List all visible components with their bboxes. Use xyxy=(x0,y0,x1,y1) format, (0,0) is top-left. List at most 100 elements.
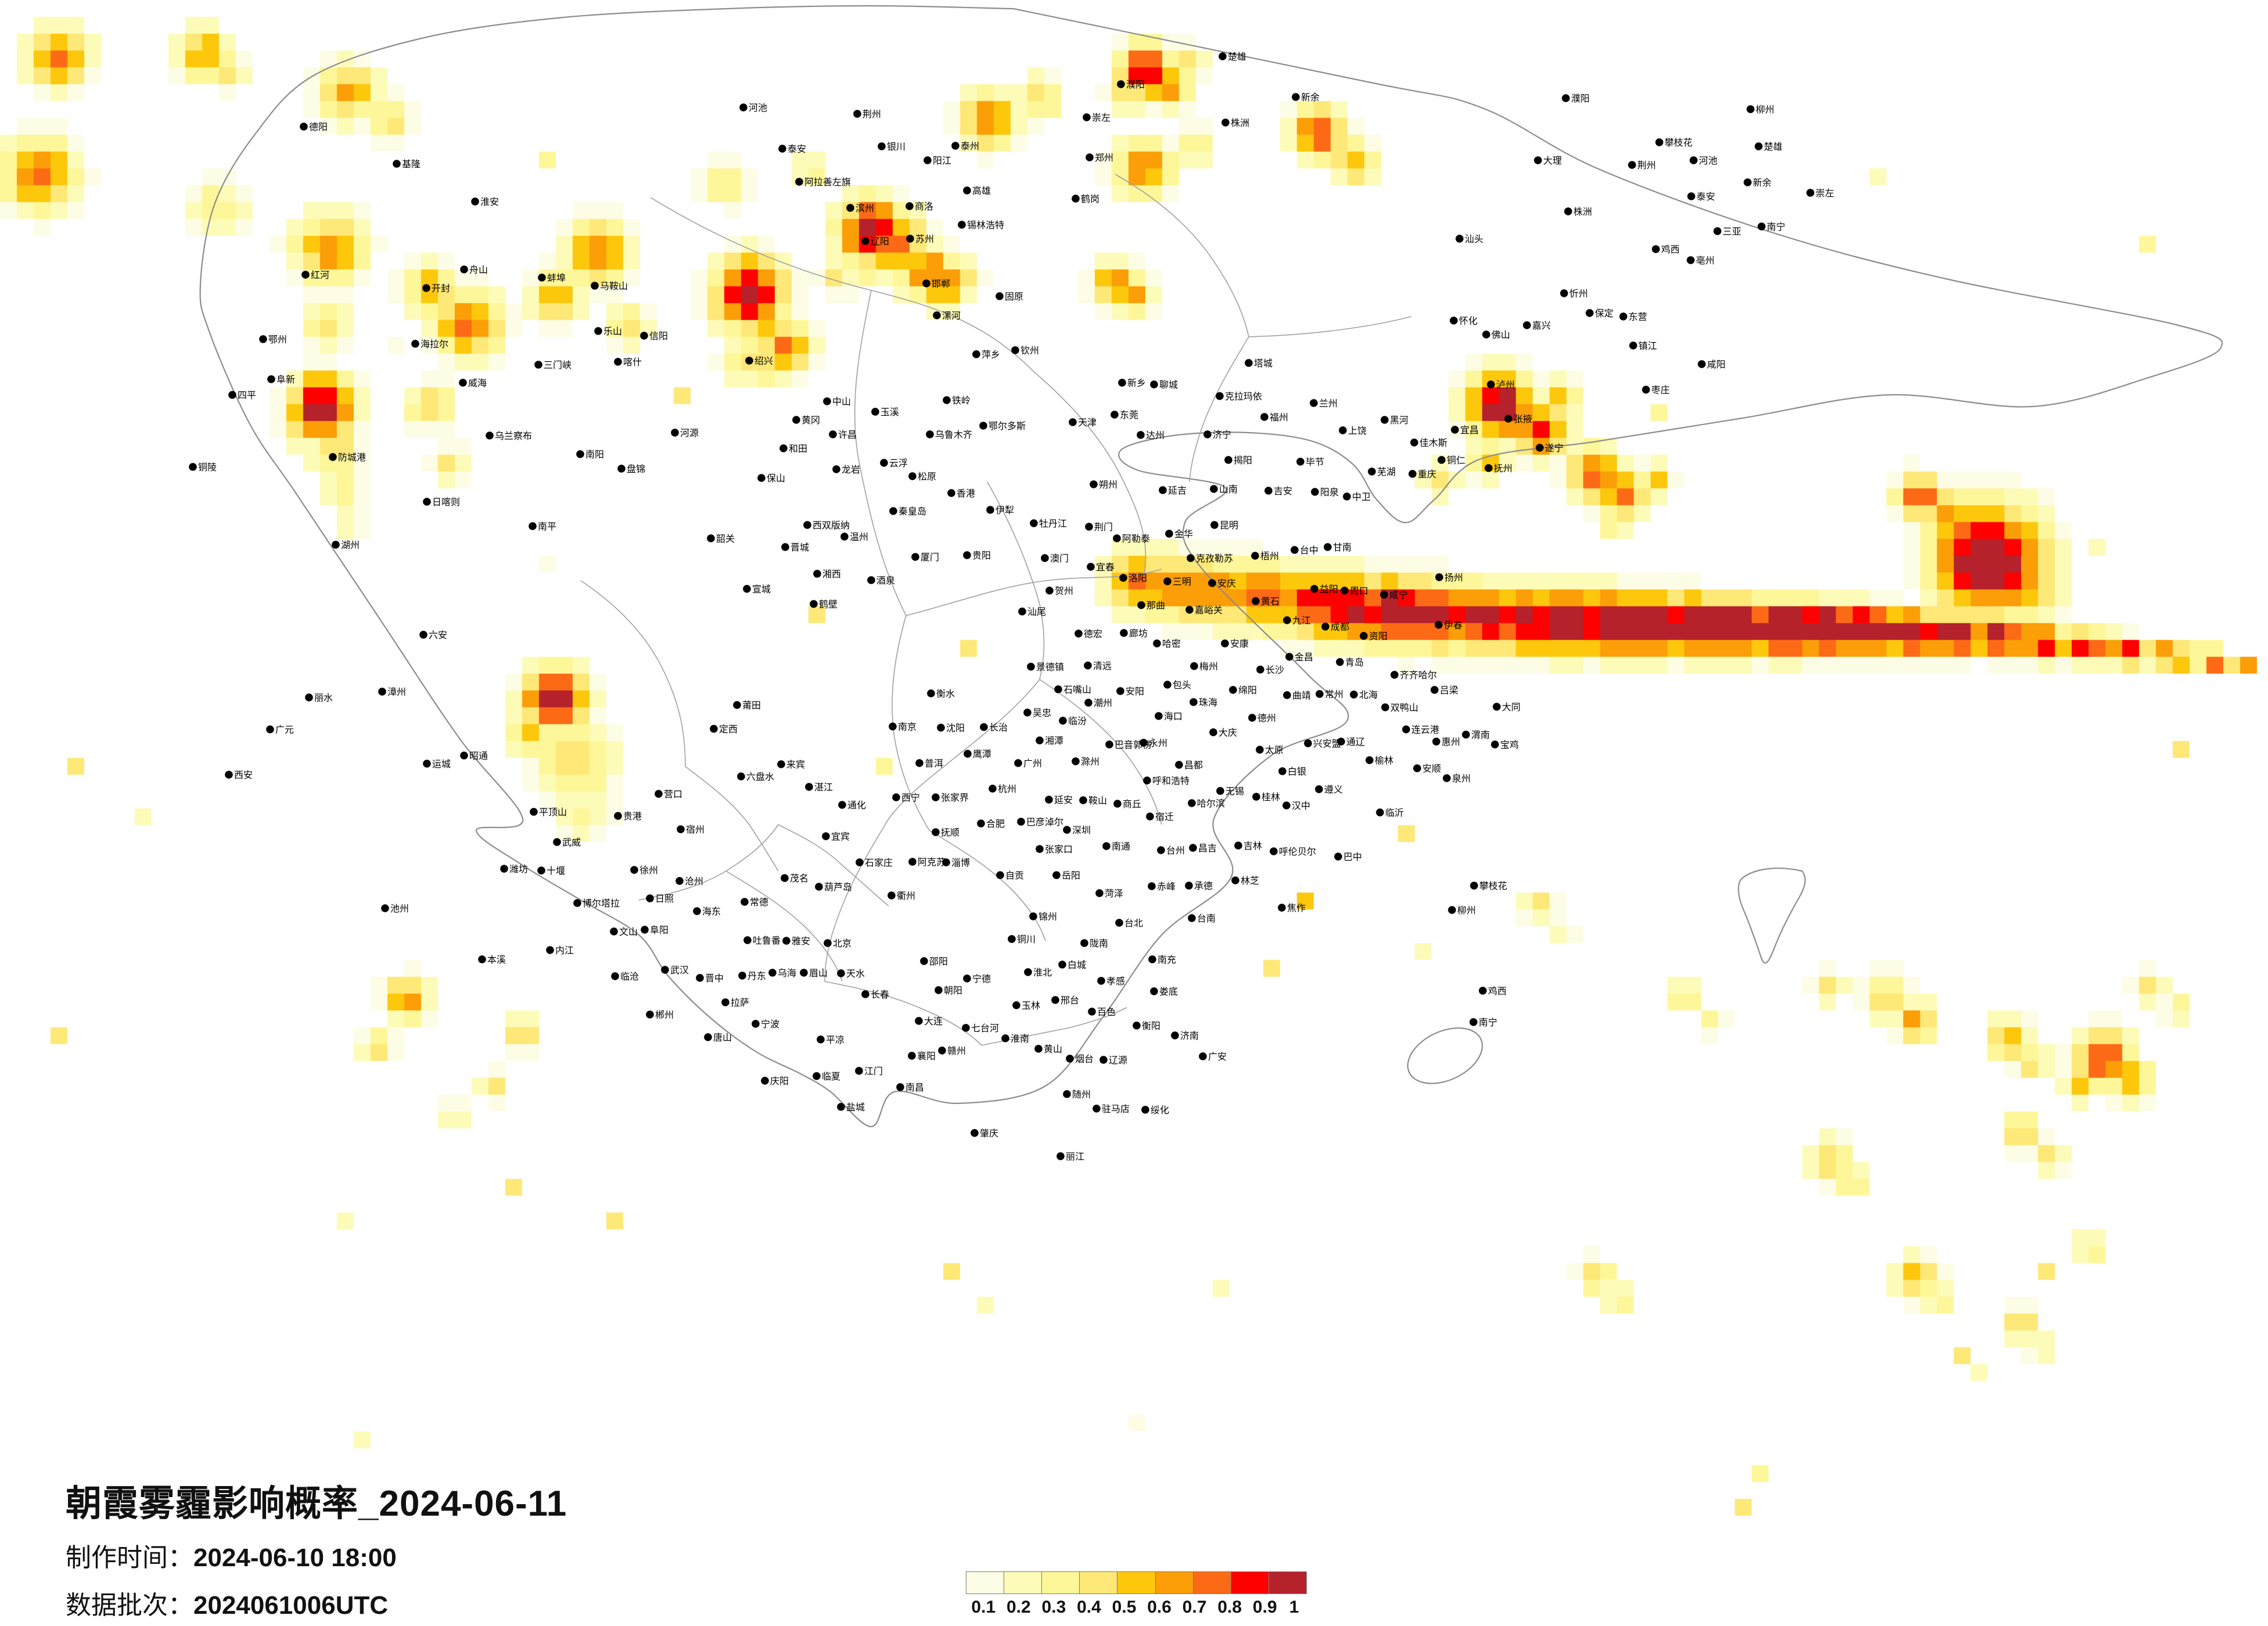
svg-text:曲靖: 曲靖 xyxy=(1292,690,1311,701)
svg-text:防城港: 防城港 xyxy=(338,452,366,463)
svg-text:克孜勒苏: 克孜勒苏 xyxy=(1196,553,1233,564)
svg-text:滨州: 滨州 xyxy=(856,203,874,214)
svg-text:普洱: 普洱 xyxy=(925,758,943,769)
svg-text:玉溪: 玉溪 xyxy=(880,407,899,418)
svg-text:信阳: 信阳 xyxy=(649,331,668,341)
svg-text:许昌: 许昌 xyxy=(838,430,857,440)
svg-text:澳门: 澳门 xyxy=(1050,553,1069,564)
svg-text:丽水: 丽水 xyxy=(314,693,333,703)
svg-text:黄冈: 黄冈 xyxy=(801,415,820,426)
svg-text:苏州: 苏州 xyxy=(915,234,934,244)
svg-text:株洲: 株洲 xyxy=(1573,207,1592,217)
svg-text:阿克苏: 阿克苏 xyxy=(918,857,946,868)
svg-text:梧州: 梧州 xyxy=(1260,551,1279,562)
svg-text:南昌: 南昌 xyxy=(905,1082,924,1093)
svg-text:舟山: 舟山 xyxy=(469,265,488,275)
svg-text:东营: 东营 xyxy=(1629,312,1647,322)
svg-text:葫芦岛: 葫芦岛 xyxy=(824,882,852,893)
svg-text:湖州: 湖州 xyxy=(341,540,360,551)
svg-text:荆州: 荆州 xyxy=(862,109,881,120)
svg-text:张家界: 张家界 xyxy=(941,793,969,803)
svg-text:鸡西: 鸡西 xyxy=(1488,986,1507,997)
svg-text:烟台: 烟台 xyxy=(1075,1054,1094,1064)
svg-text:本溪: 本溪 xyxy=(487,955,506,965)
svg-text:吕梁: 吕梁 xyxy=(1440,685,1458,696)
svg-text:包头: 包头 xyxy=(1173,680,1191,690)
svg-text:渭南: 渭南 xyxy=(1471,730,1490,740)
svg-text:营口: 营口 xyxy=(664,789,682,800)
svg-text:杭州: 杭州 xyxy=(998,784,1016,794)
svg-text:安庆: 安庆 xyxy=(1217,578,1236,589)
svg-text:宿迁: 宿迁 xyxy=(1155,812,1174,822)
svg-text:常州: 常州 xyxy=(1325,689,1343,700)
svg-text:芜湖: 芜湖 xyxy=(1377,467,1396,477)
svg-text:承德: 承德 xyxy=(1194,881,1213,891)
svg-text:贵港: 贵港 xyxy=(623,811,642,822)
svg-text:攀枝花: 攀枝花 xyxy=(1665,138,1692,148)
svg-text:山南: 山南 xyxy=(1219,484,1238,495)
svg-text:资阳: 资阳 xyxy=(1369,631,1388,642)
svg-text:萍乡: 萍乡 xyxy=(982,350,1000,360)
svg-text:盘锦: 盘锦 xyxy=(627,463,645,474)
svg-text:定西: 定西 xyxy=(719,724,738,735)
svg-text:海拉尔: 海拉尔 xyxy=(420,339,448,350)
svg-text:铜仁: 铜仁 xyxy=(1447,455,1465,466)
svg-text:贵阳: 贵阳 xyxy=(972,551,991,561)
svg-text:七台河: 七台河 xyxy=(971,1023,999,1034)
svg-text:湘西: 湘西 xyxy=(822,569,841,580)
svg-text:清远: 清远 xyxy=(1093,661,1112,671)
svg-text:武威: 武威 xyxy=(562,837,581,848)
svg-text:厦门: 厦门 xyxy=(921,552,939,563)
svg-text:巴彦淖尔: 巴彦淖尔 xyxy=(1026,817,1063,828)
svg-text:雅安: 雅安 xyxy=(792,936,810,947)
svg-text:丹东: 丹东 xyxy=(747,971,766,981)
svg-text:德宏: 德宏 xyxy=(1084,629,1102,639)
svg-text:汉中: 汉中 xyxy=(1292,801,1310,811)
svg-text:抚顺: 抚顺 xyxy=(941,828,959,838)
svg-text:襄阳: 襄阳 xyxy=(917,1051,936,1062)
svg-text:文山: 文山 xyxy=(619,927,638,937)
svg-text:珠海: 珠海 xyxy=(1199,697,1217,708)
svg-text:泉州: 泉州 xyxy=(1452,774,1471,784)
svg-text:昌都: 昌都 xyxy=(1184,760,1203,771)
svg-text:赣州: 赣州 xyxy=(947,1046,966,1056)
svg-text:兴安盟: 兴安盟 xyxy=(1313,739,1341,749)
svg-text:绥化: 绥化 xyxy=(1151,1105,1169,1116)
svg-text:临沧: 临沧 xyxy=(620,972,639,982)
svg-text:景德镇: 景德镇 xyxy=(1036,662,1064,672)
svg-text:呼伦贝尔: 呼伦贝尔 xyxy=(1279,847,1316,857)
svg-text:庆阳: 庆阳 xyxy=(770,1076,789,1087)
svg-text:沈阳: 沈阳 xyxy=(946,723,965,733)
svg-text:柳州: 柳州 xyxy=(1457,905,1476,916)
svg-text:沧州: 沧州 xyxy=(685,876,703,887)
svg-text:六安: 六安 xyxy=(429,630,447,641)
svg-text:毕节: 毕节 xyxy=(1306,457,1324,467)
svg-text:大理: 大理 xyxy=(1543,156,1562,166)
svg-text:衢州: 衢州 xyxy=(897,891,915,901)
svg-text:北京: 北京 xyxy=(833,938,851,949)
svg-text:丽江: 丽江 xyxy=(1066,1152,1084,1162)
svg-text:乌海: 乌海 xyxy=(778,968,796,979)
svg-text:嘉峪关: 嘉峪关 xyxy=(1195,605,1223,616)
svg-text:忻州: 忻州 xyxy=(1569,289,1588,299)
svg-text:锡林浩特: 锡林浩特 xyxy=(967,220,1004,231)
svg-text:内江: 内江 xyxy=(555,945,574,956)
svg-text:济宁: 济宁 xyxy=(1213,430,1231,440)
svg-text:邢台: 邢台 xyxy=(1061,995,1079,1006)
svg-text:温州: 温州 xyxy=(850,532,868,542)
svg-text:扬州: 扬州 xyxy=(1444,573,1463,583)
svg-text:南通: 南通 xyxy=(1112,841,1130,852)
svg-text:石嘴山: 石嘴山 xyxy=(1063,685,1091,695)
svg-text:阿勒泰: 阿勒泰 xyxy=(1122,534,1150,544)
svg-text:韶关: 韶关 xyxy=(716,534,735,544)
svg-text:保山: 保山 xyxy=(767,473,785,484)
svg-text:安康: 安康 xyxy=(1230,639,1249,649)
svg-text:广元: 广元 xyxy=(275,725,294,735)
svg-text:和田: 和田 xyxy=(789,444,807,454)
svg-text:通化: 通化 xyxy=(847,800,866,811)
svg-text:百色: 百色 xyxy=(1097,1007,1116,1017)
svg-text:遵义: 遵义 xyxy=(1324,784,1343,795)
svg-text:锦州: 锦州 xyxy=(1038,912,1057,922)
svg-text:新乡: 新乡 xyxy=(1127,378,1146,388)
svg-text:滁州: 滁州 xyxy=(1081,757,1099,767)
